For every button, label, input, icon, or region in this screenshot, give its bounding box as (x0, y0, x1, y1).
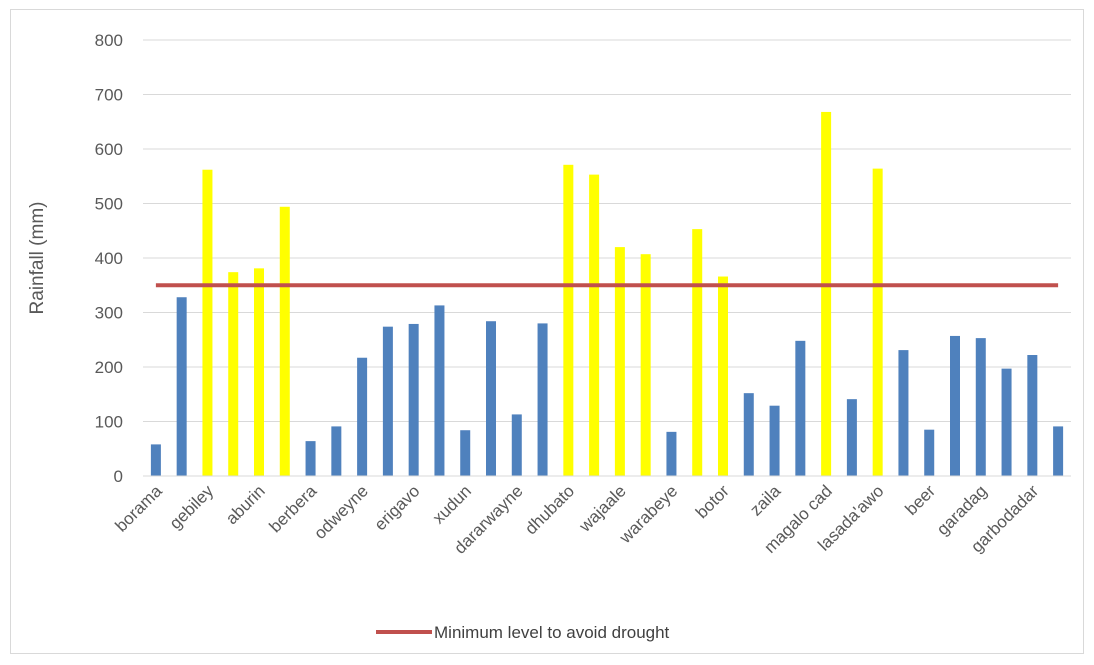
bar (1027, 355, 1038, 476)
bar (537, 323, 548, 476)
bar (692, 229, 703, 476)
bar (228, 272, 239, 476)
bar (563, 164, 574, 476)
bar (279, 206, 290, 476)
bar (769, 405, 780, 476)
y-tick-label: 800 (95, 31, 123, 50)
bar (743, 393, 754, 476)
y-tick-label: 400 (95, 249, 123, 268)
bar (872, 168, 883, 476)
bar (589, 174, 600, 477)
x-tick-label: aburin (222, 481, 269, 528)
y-tick-label: 700 (95, 86, 123, 105)
legend-label: Minimum level to avoid drought (434, 623, 670, 642)
x-tick-label: odweyne (310, 481, 372, 543)
bar (898, 350, 909, 476)
bar (486, 321, 496, 476)
x-tick-label: erigavo (371, 481, 424, 534)
bar (950, 335, 960, 476)
x-tick-label: xudun (429, 481, 475, 527)
bar (1053, 426, 1064, 476)
bar (846, 399, 857, 476)
x-tick-label: dhubato (521, 481, 578, 538)
y-tick-label: 300 (95, 304, 123, 323)
bar (924, 429, 935, 476)
x-tick-label: gebiley (166, 481, 218, 533)
bar (150, 444, 161, 476)
bar (382, 326, 393, 476)
bar (434, 305, 445, 476)
y-tick-label: 600 (95, 140, 123, 159)
bar (718, 276, 728, 476)
bar (975, 338, 986, 476)
y-tick-label: 500 (95, 195, 123, 214)
bar (511, 414, 522, 476)
bar (795, 340, 806, 476)
x-tick-label: botor (692, 481, 733, 522)
x-tick-label: zaila (746, 481, 785, 520)
bar (357, 357, 368, 476)
bar (305, 441, 316, 476)
y-axis-title: Rainfall (mm) (27, 202, 48, 315)
y-tick-label: 0 (114, 467, 123, 486)
bar (254, 268, 264, 476)
bar (176, 297, 187, 476)
bar (821, 111, 832, 476)
y-tick-label: 100 (95, 413, 123, 432)
bar (666, 431, 677, 476)
y-tick-label: 200 (95, 358, 123, 377)
x-tick-label: beer (902, 481, 940, 519)
x-tick-label: borama (112, 481, 167, 536)
bar (202, 169, 213, 476)
bar (408, 323, 419, 476)
bar (614, 247, 625, 476)
bar (331, 426, 342, 476)
bar (1001, 368, 1012, 476)
bar (460, 430, 471, 476)
bar (640, 254, 651, 476)
